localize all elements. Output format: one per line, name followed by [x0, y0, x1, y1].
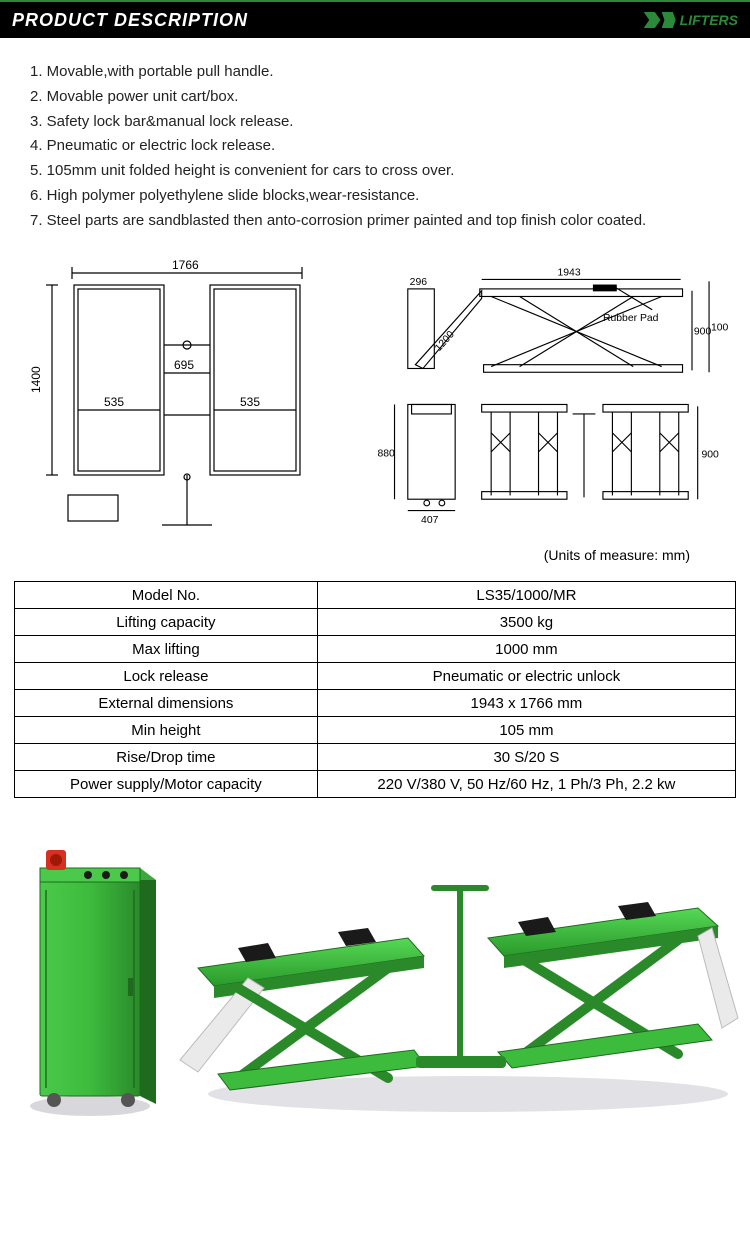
- feature-item: 1. Movable,with portable pull handle.: [30, 60, 720, 85]
- spec-value: Pneumatic or electric unlock: [317, 663, 735, 690]
- product-images: [0, 798, 750, 1128]
- spec-table: Model No.LS35/1000/MR Lifting capacity35…: [14, 581, 736, 798]
- top-view-diagram: 1766 695 1400 535 535: [22, 255, 342, 535]
- table-row: Power supply/Motor capacity220 V/380 V, …: [15, 771, 736, 798]
- svg-text:535: 535: [104, 395, 124, 409]
- spec-label: Max lifting: [15, 636, 318, 663]
- feature-item: 3. Safety lock bar&manual lock release.: [30, 110, 720, 135]
- feature-item: 4. Pneumatic or electric lock release.: [30, 134, 720, 159]
- feature-item: 6. High polymer polyethylene slide block…: [30, 184, 720, 209]
- table-row: Lifting capacity3500 kg: [15, 609, 736, 636]
- logo-icon: [662, 12, 676, 28]
- spec-label: External dimensions: [15, 690, 318, 717]
- side-views-diagram: 1943 296 1200 Rubber Pad 900 1000: [368, 255, 728, 535]
- svg-text:296: 296: [410, 277, 428, 288]
- spec-label: Power supply/Motor capacity: [15, 771, 318, 798]
- svg-text:900: 900: [701, 450, 719, 461]
- header: PRODUCT DESCRIPTION LIFTERS: [0, 0, 750, 38]
- svg-text:695: 695: [174, 358, 194, 372]
- units-note: (Units of measure: mm): [0, 547, 750, 563]
- spec-label: Lifting capacity: [15, 609, 318, 636]
- table-row: Rise/Drop time30 S/20 S: [15, 744, 736, 771]
- table-row: External dimensions1943 x 1766 mm: [15, 690, 736, 717]
- spec-value: 105 mm: [317, 717, 735, 744]
- spec-label: Min height: [15, 717, 318, 744]
- feature-list: 1. Movable,with portable pull handle. 2.…: [0, 38, 750, 247]
- svg-text:1400: 1400: [29, 366, 43, 393]
- feature-item: 7. Steel parts are sandblasted then anto…: [30, 209, 720, 234]
- svg-text:535: 535: [240, 395, 260, 409]
- svg-text:1943: 1943: [557, 268, 580, 279]
- svg-text:1000: 1000: [711, 323, 728, 334]
- table-row: Lock releasePneumatic or electric unlock: [15, 663, 736, 690]
- svg-text:1766: 1766: [172, 258, 199, 272]
- spec-label: Model No.: [15, 582, 318, 609]
- table-row: Model No.LS35/1000/MR: [15, 582, 736, 609]
- spec-label: Rise/Drop time: [15, 744, 318, 771]
- scissor-lift-image: [176, 828, 740, 1118]
- control-cabinet-image: [10, 828, 170, 1118]
- svg-text:880: 880: [377, 449, 395, 460]
- table-row: Min height105 mm: [15, 717, 736, 744]
- feature-item: 5. 105mm unit folded height is convenien…: [30, 159, 720, 184]
- brand-text: LIFTERS: [680, 12, 738, 28]
- spec-value: 3500 kg: [317, 609, 735, 636]
- svg-text:Rubber Pad: Rubber Pad: [603, 313, 659, 324]
- technical-diagrams: 1766 695 1400 535 535: [0, 247, 750, 543]
- spec-label: Lock release: [15, 663, 318, 690]
- spec-value: 1943 x 1766 mm: [317, 690, 735, 717]
- svg-text:407: 407: [421, 515, 439, 526]
- spec-value: LS35/1000/MR: [317, 582, 735, 609]
- spec-value: 1000 mm: [317, 636, 735, 663]
- spec-value: 30 S/20 S: [317, 744, 735, 771]
- brand-logo: LIFTERS: [644, 12, 738, 28]
- feature-item: 2. Movable power unit cart/box.: [30, 85, 720, 110]
- page-title: PRODUCT DESCRIPTION: [12, 10, 248, 31]
- spec-value: 220 V/380 V, 50 Hz/60 Hz, 1 Ph/3 Ph, 2.2…: [317, 771, 735, 798]
- table-row: Max lifting1000 mm: [15, 636, 736, 663]
